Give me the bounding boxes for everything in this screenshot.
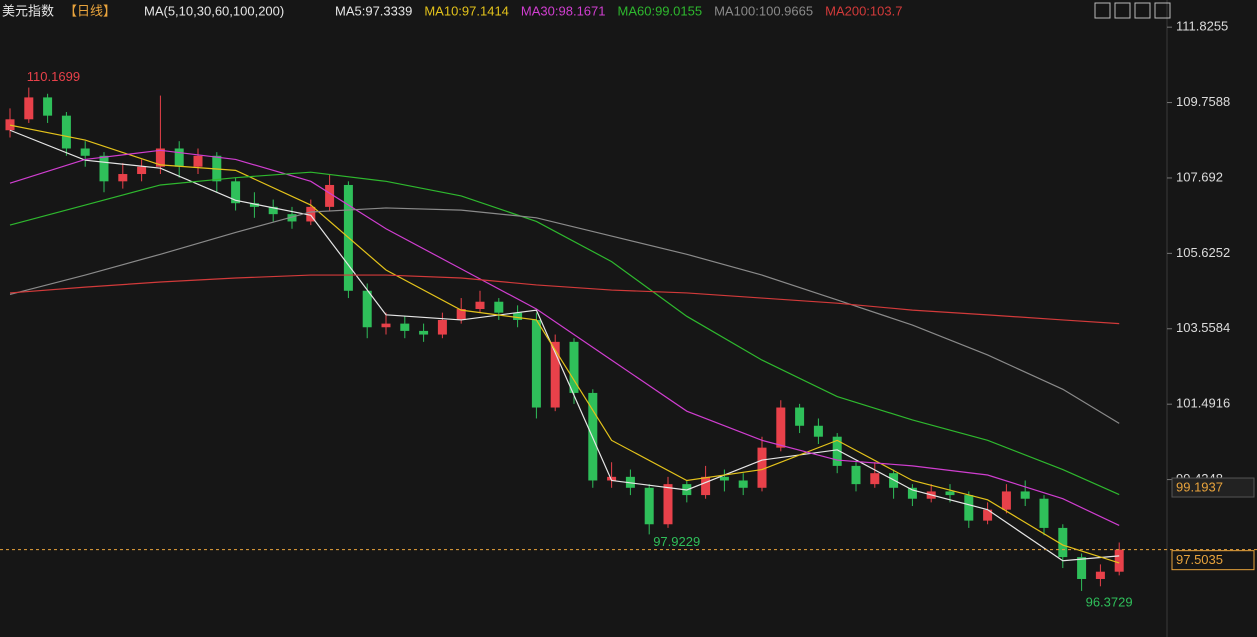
candle-body (61, 115, 71, 149)
period: 【日线】 (64, 3, 116, 18)
legend-entry: MA10:97.1414 (424, 3, 509, 18)
y-tick-label: 101.4916 (1176, 396, 1230, 411)
candle-body (663, 484, 673, 525)
y-tick-label: 105.6252 (1176, 245, 1230, 260)
candle-body (24, 97, 34, 120)
candle-body (193, 155, 203, 167)
candle-body (832, 436, 842, 466)
candle-body (719, 476, 729, 481)
candle-body (607, 476, 617, 481)
candle-body (137, 166, 147, 175)
candle-body (494, 301, 504, 313)
ma-line (9, 149, 1120, 527)
candle-body (155, 148, 165, 167)
legend: 美元指数 【日线】 MA(5,10,30,60,100,200) (2, 3, 284, 18)
candle-body (531, 319, 541, 408)
candle-body (174, 148, 184, 167)
candle-body (118, 174, 128, 182)
candle-body (813, 425, 823, 437)
toolbar[interactable] (1094, 2, 1171, 19)
candle-body (381, 323, 391, 328)
candle-body (1058, 527, 1068, 558)
low-label: 96.3729 (1086, 594, 1133, 609)
last-price-label: 97.5035 (1176, 552, 1223, 567)
ma-line (9, 171, 1120, 496)
candle-body (1077, 557, 1087, 579)
marker-box (1171, 477, 1255, 498)
legend-entry: MA60:99.0155 (618, 3, 703, 18)
candle-body (268, 206, 278, 215)
low-label: 97.9229 (653, 534, 700, 549)
candle-body (1039, 498, 1049, 528)
candle-body (964, 495, 974, 521)
y-tick-label: 103.5584 (1176, 320, 1230, 335)
legend-entry: MA5:97.3339 (335, 3, 412, 18)
candle-body (644, 487, 654, 525)
candle-body (851, 465, 861, 485)
legend-entry: MA200:103.7 (825, 3, 902, 18)
candle-body (738, 480, 748, 488)
tool-icon[interactable] (1094, 2, 1111, 19)
tool-icon[interactable] (1154, 2, 1171, 19)
candle-body (80, 148, 90, 156)
candle-body (870, 473, 880, 485)
tool-icon[interactable] (1134, 2, 1151, 19)
legend-entry: MA30:98.1671 (521, 3, 606, 18)
candle-body (1001, 491, 1011, 510)
candle-body (569, 341, 579, 393)
candle-body (1114, 549, 1124, 572)
ma-line (9, 274, 1120, 325)
chart-title: 美元指数 (2, 3, 54, 18)
candle-body (983, 509, 993, 521)
candle-body (249, 203, 259, 207)
candle-body (795, 407, 805, 426)
candle-body (43, 97, 53, 116)
candle-body (757, 447, 767, 488)
candle-body (287, 214, 297, 222)
candle-body (400, 323, 410, 331)
tool-icon[interactable] (1114, 2, 1131, 19)
candle-body (945, 491, 955, 496)
candle-body (550, 341, 560, 408)
candle-body (701, 476, 711, 496)
ma-line (9, 124, 1120, 564)
candle-body (456, 309, 466, 320)
candle-body (475, 301, 485, 310)
candle-body (419, 330, 429, 335)
high-label: 110.1699 (27, 69, 80, 84)
last-price-box (1171, 550, 1255, 571)
ma-line (9, 207, 1120, 424)
candle-body (362, 290, 372, 328)
y-tick-label: 111.8255 (1176, 19, 1228, 34)
y-tick-label: 109.7588 (1176, 94, 1230, 109)
candle-body (513, 312, 523, 320)
candle-body (437, 319, 447, 335)
candle-body (1095, 571, 1105, 579)
legend-entry: MA100:100.9665 (714, 3, 813, 18)
candle-body (1020, 491, 1030, 499)
candle-body (306, 206, 316, 222)
marker-label: 99.1937 (1176, 479, 1223, 494)
candle-body (907, 487, 917, 499)
candle-body (231, 181, 241, 204)
candle-body (776, 407, 786, 448)
ma-line (9, 129, 1120, 562)
candle-body (5, 119, 15, 131)
candle-body (99, 155, 109, 182)
candle-body (325, 184, 335, 207)
indicator: MA(5,10,30,60,100,200) (144, 3, 284, 18)
y-tick-label: 107.692 (1176, 169, 1223, 184)
